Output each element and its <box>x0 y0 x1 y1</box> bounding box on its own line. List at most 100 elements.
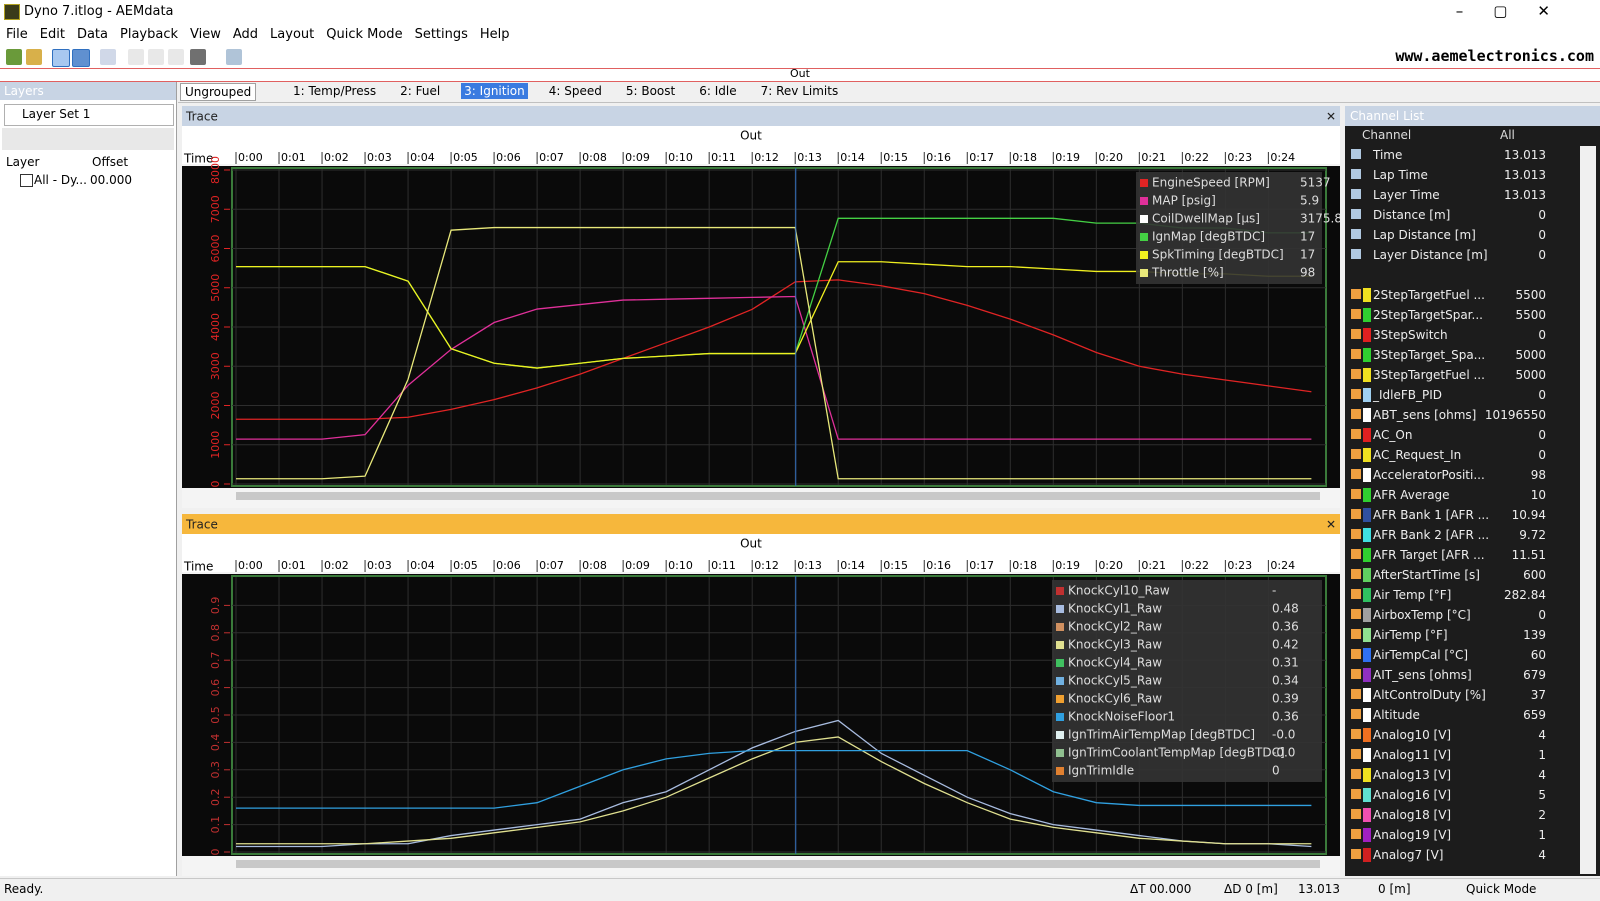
channel-name[interactable]: 3StepTarget_Spa... <box>1373 348 1486 362</box>
column-header: Channel <box>1362 128 1412 142</box>
tab[interactable]: 6: Idle <box>699 84 737 98</box>
status-field: 0 [m] <box>1378 882 1411 896</box>
tool-button[interactable] <box>72 49 90 67</box>
group-dropdown[interactable]: Ungrouped <box>180 83 257 101</box>
tool-button[interactable] <box>148 49 164 65</box>
tool-button[interactable] <box>52 49 70 67</box>
channel-name[interactable]: Analog18 [V] <box>1373 808 1452 822</box>
channel-name[interactable]: AcceleratorPositi... <box>1373 468 1485 482</box>
channel-name[interactable]: _IdleFB_PID <box>1373 388 1443 402</box>
tab[interactable]: 2: Fuel <box>400 84 441 98</box>
tab[interactable]: 1: Temp/Press <box>293 84 377 98</box>
channel-name[interactable]: 3StepTargetFuel ... <box>1373 368 1485 382</box>
tool-button[interactable] <box>100 49 116 65</box>
channel-value: 600 <box>1523 568 1546 582</box>
menu-item[interactable]: View <box>190 27 221 42</box>
tab-active[interactable]: 3: Ignition <box>461 83 528 99</box>
channel-name[interactable]: Layer Distance [m] <box>1373 248 1488 262</box>
channel-name[interactable]: Lap Time <box>1373 168 1428 182</box>
channel-filter[interactable]: All <box>1500 128 1515 142</box>
legend-value: 3175.8 <box>1300 212 1340 226</box>
channel-name[interactable]: Analog10 [V] <box>1373 728 1452 742</box>
channel-name[interactable]: Altitude <box>1373 708 1420 722</box>
menu-item[interactable]: Settings <box>414 27 468 42</box>
channel-name[interactable]: ABT_sens [ohms] <box>1373 408 1477 422</box>
layer-name[interactable]: All - Dy... <box>34 173 87 187</box>
column-header: Offset <box>92 155 129 169</box>
channel-name[interactable]: AC_Request_In <box>1373 448 1462 462</box>
menu-item[interactable]: Layout <box>270 27 315 42</box>
x-tick-label: 0:23 <box>1227 559 1252 572</box>
channel-name[interactable]: Analog16 [V] <box>1373 788 1452 802</box>
tool-button[interactable] <box>226 49 242 65</box>
legend-value: - <box>1272 584 1276 598</box>
tool-button[interactable] <box>190 49 206 65</box>
channel-name[interactable]: AC_On <box>1373 428 1413 442</box>
layers-title: Layers <box>4 84 44 98</box>
channel-icon <box>1351 549 1361 559</box>
channel-name[interactable]: 3StepSwitch <box>1373 328 1448 342</box>
close-button: ✕ <box>1326 110 1336 124</box>
legend-name: KnockCyl2_Raw <box>1068 620 1162 634</box>
tool-button[interactable] <box>26 49 42 65</box>
channel-name[interactable]: Analog11 [V] <box>1373 748 1452 762</box>
channel-name[interactable]: AirTemp [°F] <box>1373 628 1448 642</box>
menu-item[interactable]: Playback <box>120 27 179 42</box>
legend-name: IgnMap [degBTDC] <box>1152 230 1265 244</box>
menu-item[interactable]: Data <box>76 27 108 42</box>
tab[interactable]: 4: Speed <box>548 84 602 98</box>
channel-value: 139 <box>1523 628 1546 642</box>
channel-name[interactable]: AIT_sens [ohms] <box>1373 668 1472 682</box>
channel-name[interactable]: Analog19 [V] <box>1373 828 1452 842</box>
channel-name[interactable]: Layer Time <box>1373 188 1440 202</box>
channel-value: 0 <box>1538 248 1546 262</box>
channel-name[interactable]: Analog13 [V] <box>1373 768 1452 782</box>
x-tick-label: 0:17 <box>969 559 994 572</box>
channel-name[interactable]: Time <box>1373 148 1403 162</box>
channel-icon <box>1351 469 1361 479</box>
tool-button[interactable] <box>168 49 184 65</box>
channel-color <box>1363 328 1371 342</box>
channel-name[interactable]: Lap Distance [m] <box>1373 228 1476 242</box>
menu-item[interactable]: Add <box>232 27 259 42</box>
channel-name[interactable]: AltControlDuty [%] <box>1373 688 1486 702</box>
channel-name[interactable]: AFR Bank 2 [AFR ... <box>1373 528 1490 542</box>
tool-button[interactable] <box>6 49 22 65</box>
channel-name[interactable]: AFR Target [AFR ... <box>1373 548 1485 562</box>
x-tick-label: 0:09 <box>625 151 650 164</box>
channel-name[interactable]: 2StepTargetSpar... <box>1373 308 1483 322</box>
channel-name[interactable]: Distance [m] <box>1373 208 1451 222</box>
menu-item[interactable]: Help <box>479 27 510 42</box>
channel-color <box>1363 828 1371 842</box>
x-tick-label: 0:22 <box>1184 151 1209 164</box>
channel-name[interactable]: AirboxTemp [°C] <box>1373 608 1471 622</box>
website-link[interactable]: www.aemelectronics.com <box>1395 47 1594 65</box>
channel-list-title: Channel List <box>1350 109 1425 123</box>
channel-name[interactable]: AfterStartTime [s] <box>1373 568 1480 582</box>
x-tick-label: 0:12 <box>754 559 779 572</box>
window-controls[interactable]: –▢✕ <box>1455 2 1580 20</box>
channel-name[interactable]: AirTempCal [°C] <box>1373 648 1469 662</box>
layer-set-dropdown[interactable] <box>4 104 174 126</box>
y-tick-label: 0 <box>209 481 222 488</box>
channel-icon <box>1351 429 1361 439</box>
channel-name[interactable]: Air Temp [°F] <box>1373 588 1452 602</box>
menu-item[interactable]: Edit <box>39 27 65 42</box>
channel-name[interactable]: AFR Bank 1 [AFR ... <box>1373 508 1490 522</box>
menu-item[interactable]: File <box>6 27 28 42</box>
menu-item[interactable]: Quick Mode <box>326 27 403 42</box>
trace-panel: Trace ✕ Out Time 0:00 0:01 0:02 0:03 0:04 0:05 0:0… <box>182 514 1340 876</box>
tab[interactable]: 5: Boost <box>625 84 676 98</box>
tab[interactable]: 7: Rev Limits <box>760 84 839 98</box>
legend-swatch <box>1140 179 1148 187</box>
channel-value: 4 <box>1538 848 1546 862</box>
channel-name[interactable]: Analog7 [V] <box>1373 848 1444 862</box>
tool-button[interactable] <box>128 49 144 65</box>
legend-swatch <box>1056 749 1064 757</box>
layer-set[interactable]: Layer Set 1 <box>22 107 91 121</box>
channel-name[interactable]: 2StepTargetFuel ... <box>1373 288 1485 302</box>
title-bar <box>0 0 1600 24</box>
x-tick-label: 0:11 <box>711 559 736 572</box>
channel-name[interactable]: AFR Average <box>1373 488 1450 502</box>
layer-checkbox[interactable] <box>20 174 33 187</box>
